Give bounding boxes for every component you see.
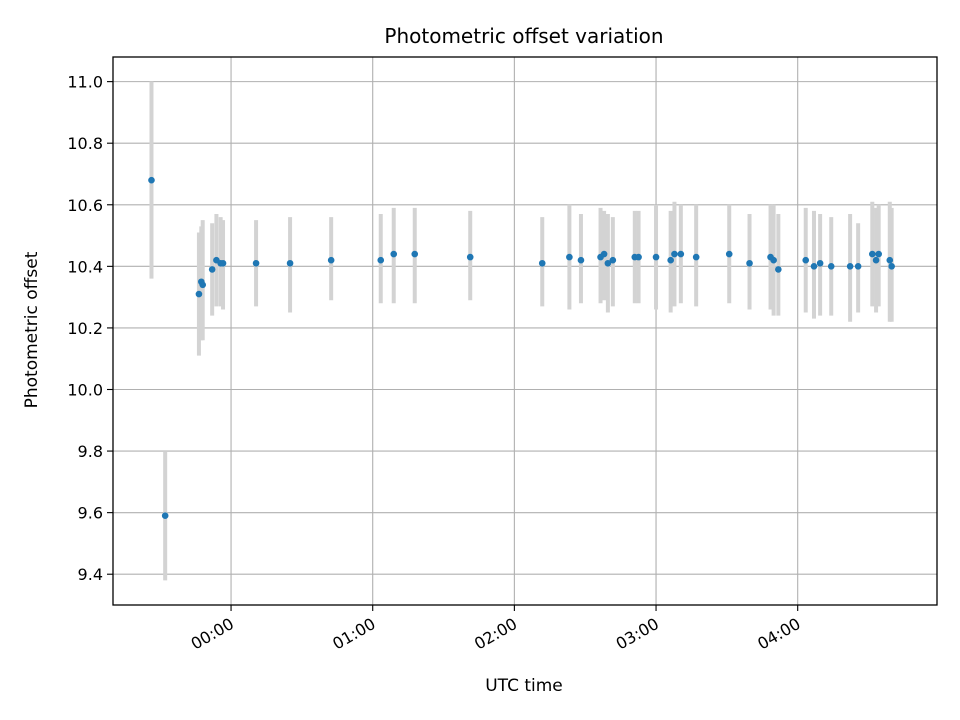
data-point — [466, 253, 474, 261]
y-tick-label: 10.8 — [67, 134, 103, 153]
y-tick-label: 9.6 — [78, 504, 103, 523]
data-point — [775, 266, 782, 273]
data-point — [577, 256, 585, 264]
data-point — [816, 259, 824, 267]
y-tick-label: 9.4 — [78, 565, 103, 584]
y-tick-label: 11.0 — [67, 73, 103, 92]
data-point — [635, 253, 642, 261]
data-point — [872, 256, 880, 264]
data-point — [671, 250, 678, 258]
data-point — [148, 176, 155, 184]
data-point — [219, 259, 227, 267]
data-point — [652, 253, 660, 261]
data-point — [327, 256, 335, 264]
data-point — [875, 250, 882, 258]
y-axis-label: Photometric offset — [22, 251, 42, 408]
data-point — [604, 259, 612, 267]
data-point — [827, 263, 835, 270]
y-tick-label: 9.8 — [78, 442, 103, 461]
data-point — [390, 250, 398, 258]
data-point — [746, 259, 753, 267]
data-point — [802, 256, 810, 264]
data-point — [566, 253, 573, 261]
data-point — [692, 253, 700, 261]
y-axis: 9.4 9.6 9.8 10.0 10.2 10.4 10.6 10.8 11.0 — [67, 73, 113, 584]
y-tick-label: 10.0 — [67, 380, 103, 399]
data-point — [600, 250, 608, 258]
y-tick-label: 10.4 — [67, 257, 103, 276]
data-point — [869, 250, 876, 258]
data-point — [677, 250, 685, 258]
grid — [113, 57, 937, 605]
data-point — [888, 263, 895, 270]
data-point — [286, 259, 294, 267]
y-tick-label: 10.6 — [67, 196, 103, 215]
x-axis-label: UTC time — [485, 676, 563, 696]
data-points — [148, 176, 895, 520]
data-point — [886, 256, 894, 264]
data-point — [854, 263, 862, 270]
data-point — [609, 256, 617, 264]
plot-frame — [112, 56, 938, 606]
y-tick-label: 10.2 — [67, 319, 103, 338]
data-point — [195, 290, 203, 298]
chart-title: Photometric offset variation — [384, 24, 663, 48]
data-point — [411, 250, 419, 258]
data-point — [208, 266, 216, 273]
data-point — [377, 256, 385, 264]
data-point — [810, 263, 818, 270]
data-point — [667, 256, 674, 264]
data-point — [161, 512, 169, 520]
data-point — [538, 259, 546, 267]
data-point — [199, 281, 207, 289]
data-point — [770, 256, 777, 264]
data-point — [725, 250, 733, 258]
data-point — [252, 259, 260, 267]
data-point — [846, 263, 854, 270]
